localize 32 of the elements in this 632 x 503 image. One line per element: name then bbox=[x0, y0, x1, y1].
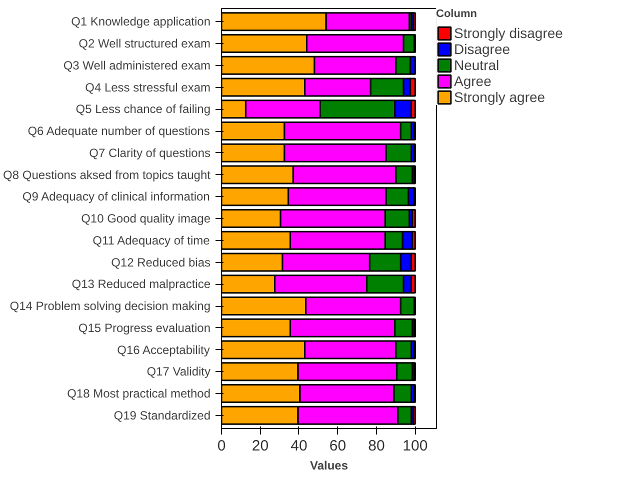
legend-label: Strongly disagree bbox=[454, 25, 563, 41]
y-tick-label: Q18 Most practical method bbox=[67, 386, 211, 400]
x-axis-title: Values bbox=[310, 458, 348, 472]
y-tick-label: Q2 Well structured exam bbox=[78, 36, 211, 50]
y-tick-label: Q7 Clarity of questions bbox=[89, 146, 210, 160]
y-tick-label: Q11 Adequacy of time bbox=[92, 233, 210, 248]
legend-label: Strongly agree bbox=[454, 89, 546, 105]
legend-label: Neutral bbox=[454, 57, 500, 73]
y-tick-label: Q10 Good quality image bbox=[81, 212, 211, 226]
y-tick-label: Q15 Progress evaluation bbox=[78, 320, 210, 335]
y-tick-label: Q12 Reduced bias bbox=[111, 255, 211, 270]
legend-label: Disagree bbox=[454, 41, 510, 57]
y-tick-label: Q3 Well administered exam bbox=[63, 58, 211, 72]
x-tick-label: 40 bbox=[290, 438, 308, 454]
y-tick-label: Q16 Acceptability bbox=[117, 342, 210, 357]
y-tick-label: Q5 Less chance of failing bbox=[76, 102, 210, 116]
y-tick-label: Q13 Reduced malpractice bbox=[72, 277, 211, 292]
legend-label: Agree bbox=[454, 73, 492, 89]
y-tick-label: Q14 Problem solving decision making bbox=[10, 299, 210, 313]
legend-title: Column bbox=[436, 8, 478, 20]
x-tick-label: 60 bbox=[329, 438, 346, 454]
x-tick-label: 0 bbox=[217, 438, 226, 454]
y-tick-label: Q19 Standardized bbox=[114, 408, 210, 422]
y-tick-label: Q6 Adequate number of questions bbox=[28, 124, 210, 138]
y-tick-label: Q17 Validity bbox=[146, 364, 211, 379]
y-tick-label: Q4 Less stressful exam bbox=[85, 80, 211, 94]
x-tick-label: 100 bbox=[402, 438, 428, 454]
x-tick-label: 20 bbox=[252, 438, 269, 454]
x-tick-label: 80 bbox=[368, 438, 385, 454]
y-tick-label: Q1 Knowledge application bbox=[71, 14, 211, 29]
y-tick-label: Q8 Questions aksed from topics taught bbox=[3, 168, 212, 182]
y-tick-label: Q9 Adequacy of clinical information bbox=[22, 190, 210, 204]
